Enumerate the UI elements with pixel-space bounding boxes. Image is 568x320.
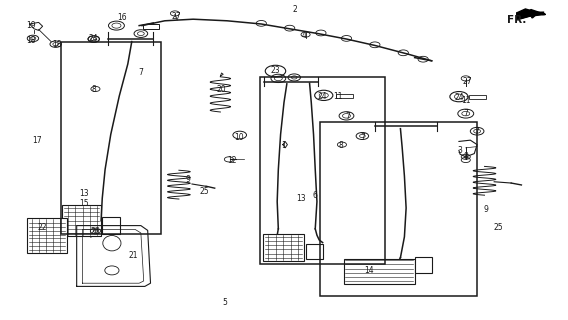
Text: 7: 7 <box>360 133 365 142</box>
Text: 17: 17 <box>32 136 41 145</box>
Text: 9: 9 <box>185 175 190 184</box>
Text: 7: 7 <box>345 112 350 121</box>
Text: 21: 21 <box>129 252 138 260</box>
Bar <box>320 122 477 296</box>
Text: 12: 12 <box>227 156 236 164</box>
Bar <box>336 94 353 98</box>
Text: 19: 19 <box>27 21 36 30</box>
Text: 13: 13 <box>296 194 306 203</box>
Bar <box>260 77 385 264</box>
Text: 25: 25 <box>200 188 209 196</box>
Text: 18: 18 <box>52 40 61 49</box>
Text: 16: 16 <box>118 13 127 22</box>
Text: 15: 15 <box>80 199 89 208</box>
Polygon shape <box>517 10 545 18</box>
Text: 4: 4 <box>302 31 306 40</box>
Text: 18: 18 <box>27 36 36 44</box>
Bar <box>62 205 101 236</box>
Text: 11: 11 <box>461 96 470 105</box>
Text: 24: 24 <box>89 34 98 43</box>
Text: 7: 7 <box>475 127 479 136</box>
Text: 3: 3 <box>458 146 462 155</box>
Text: 23: 23 <box>271 66 280 75</box>
Text: 27: 27 <box>172 12 181 21</box>
Text: 7: 7 <box>463 109 468 118</box>
Text: 8: 8 <box>91 85 96 94</box>
Text: 1: 1 <box>282 141 286 150</box>
Text: 24: 24 <box>454 93 463 102</box>
Text: 27: 27 <box>462 77 471 86</box>
Text: 10: 10 <box>234 133 243 142</box>
Text: 8: 8 <box>339 141 343 150</box>
Text: 5: 5 <box>222 298 227 307</box>
Bar <box>263 234 304 261</box>
Bar <box>344 259 415 284</box>
Text: 9: 9 <box>484 205 488 214</box>
Text: 20: 20 <box>217 85 226 94</box>
Bar <box>102 217 120 234</box>
Text: 14: 14 <box>365 266 374 275</box>
Text: 26: 26 <box>91 228 100 236</box>
Text: 2: 2 <box>293 5 298 14</box>
Polygon shape <box>517 9 538 17</box>
Text: 24: 24 <box>318 92 327 100</box>
Text: FR.: FR. <box>507 15 526 25</box>
Text: 22: 22 <box>38 223 47 232</box>
Bar <box>27 218 67 253</box>
Bar <box>415 257 432 273</box>
Polygon shape <box>517 12 544 20</box>
Bar <box>469 95 486 99</box>
Bar <box>143 24 159 29</box>
Text: 13: 13 <box>80 189 89 198</box>
Text: 11: 11 <box>333 92 343 100</box>
Bar <box>61 42 161 234</box>
Text: 6: 6 <box>313 191 318 200</box>
Bar <box>306 244 323 259</box>
Text: 25: 25 <box>494 223 503 232</box>
Text: 8: 8 <box>463 152 468 161</box>
Text: 7: 7 <box>139 68 143 76</box>
